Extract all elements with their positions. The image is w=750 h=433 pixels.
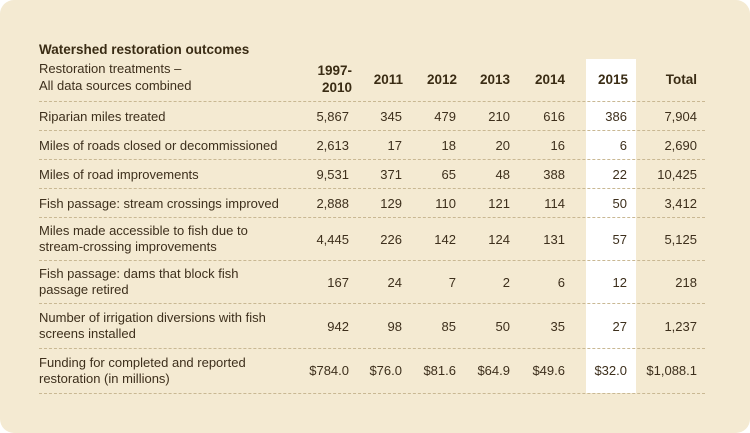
cell-1997-2010: 4,445 — [316, 232, 349, 247]
cell-1997-2010: 942 — [327, 319, 349, 334]
column-header-2012: 2012 — [426, 72, 457, 87]
cell-2013: $64.9 — [477, 363, 510, 378]
row-label: Funding for completed and reported resto… — [39, 355, 246, 386]
cell-2015: 27 — [612, 319, 627, 334]
cell-total: 10,425 — [657, 167, 697, 182]
cell-1997-2010: 2,613 — [316, 138, 349, 153]
cell-2015: 50 — [612, 196, 627, 211]
cell-2014: 114 — [544, 196, 565, 211]
cell-2014: 16 — [550, 138, 565, 153]
cell-2015: 57 — [612, 232, 627, 247]
cell-2015: 12 — [612, 275, 627, 290]
cell-2011: $76.0 — [369, 363, 402, 378]
cell-2012: 7 — [448, 275, 456, 290]
cell-2013: 50 — [495, 319, 510, 334]
column-header-2011: 2011 — [373, 72, 403, 87]
cell-2013: 210 — [488, 109, 510, 124]
table-row: Miles of roads closed or decommissioned … — [39, 130, 705, 160]
cell-2011: 371 — [380, 167, 402, 182]
cell-total: 2,690 — [664, 138, 697, 153]
table-row: Number of irrigation diversions with fis… — [39, 303, 705, 349]
cell-2014: 388 — [543, 167, 565, 182]
column-header-2015: 2015 — [597, 72, 628, 87]
cell-2011: 17 — [387, 138, 402, 153]
table-row: Funding for completed and reported resto… — [39, 348, 705, 394]
table-row: Fish passage: dams that block fish passa… — [39, 260, 705, 304]
column-header-2014: 2014 — [534, 72, 565, 87]
row-label: Fish passage: stream crossings improved — [39, 196, 279, 211]
row-label: Miles made accessible to fish due to str… — [39, 223, 248, 254]
table-row: Riparian miles treated 5,867 345 479 210… — [39, 101, 705, 131]
cell-2012: 18 — [441, 138, 456, 153]
table-row: Miles made accessible to fish due to str… — [39, 217, 705, 261]
cell-2014: $49.6 — [532, 363, 565, 378]
cell-2011: 345 — [380, 109, 402, 124]
cell-1997-2010: 9,531 — [316, 167, 349, 182]
cell-2015: 386 — [605, 109, 627, 124]
row-label: Miles of roads closed or decommissioned — [39, 138, 278, 153]
cell-2012: 110 — [435, 196, 456, 211]
column-header-total: Total — [665, 72, 697, 87]
cell-2011: 24 — [387, 275, 402, 290]
cell-2014: 35 — [550, 319, 565, 334]
cell-2013: 48 — [495, 167, 510, 182]
highlight-column-2015 — [586, 59, 636, 393]
row-label: Fish passage: dams that block fish passa… — [39, 266, 239, 297]
cell-total: 3,412 — [664, 196, 697, 211]
table-title: Watershed restoration outcomes — [39, 42, 250, 57]
cell-2014: 6 — [557, 275, 565, 290]
cell-2011: 226 — [380, 232, 402, 247]
cell-2014: 131 — [543, 232, 565, 247]
cell-1997-2010: 5,867 — [316, 109, 349, 124]
column-header-1997-2010: 1997- 2010 — [317, 63, 352, 95]
cell-2013: 20 — [495, 138, 510, 153]
cell-2013: 124 — [488, 232, 510, 247]
column-header-2013: 2013 — [479, 72, 510, 87]
cell-total: 7,904 — [664, 109, 697, 124]
table-row: Fish passage: stream crossings improved … — [39, 188, 705, 218]
cell-total: 218 — [675, 275, 697, 290]
cell-1997-2010: $784.0 — [309, 363, 349, 378]
cell-total: $1,088.1 — [646, 363, 697, 378]
table-subtitle: Restoration treatments – All data source… — [39, 61, 192, 93]
row-label: Number of irrigation diversions with fis… — [39, 310, 266, 341]
cell-total: 1,237 — [664, 319, 697, 334]
row-label: Miles of road improvements — [39, 167, 199, 182]
cell-2015: $32.0 — [594, 363, 627, 378]
row-label: Riparian miles treated — [39, 109, 166, 124]
cell-2011: 129 — [380, 196, 402, 211]
cell-2014: 616 — [543, 109, 565, 124]
cell-2012: 142 — [434, 232, 456, 247]
cell-total: 5,125 — [664, 232, 697, 247]
cell-1997-2010: 2,888 — [316, 196, 349, 211]
cell-2012: $81.6 — [423, 363, 456, 378]
cell-2013: 2 — [502, 275, 510, 290]
cell-2013: 121 — [488, 196, 510, 211]
cell-2015: 6 — [619, 138, 627, 153]
cell-2015: 22 — [612, 167, 627, 182]
cell-2012: 479 — [434, 109, 456, 124]
cell-2011: 98 — [387, 319, 402, 334]
cell-1997-2010: 167 — [327, 275, 349, 290]
cell-2012: 85 — [441, 319, 456, 334]
table-row: Miles of road improvements 9,531 371 65 … — [39, 159, 705, 189]
cell-2012: 65 — [441, 167, 456, 182]
